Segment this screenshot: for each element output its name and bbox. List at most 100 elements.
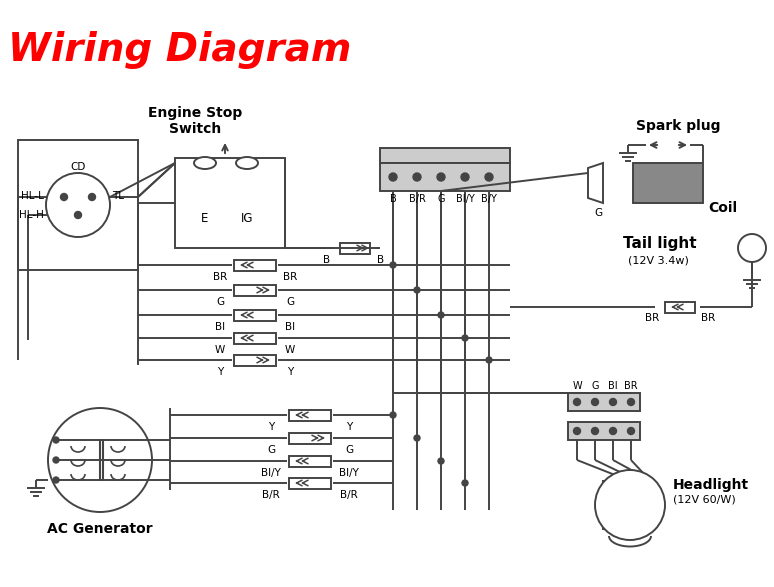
Circle shape xyxy=(60,194,67,201)
Text: B/Y: B/Y xyxy=(481,194,497,204)
Text: G: G xyxy=(591,381,599,391)
Text: BI: BI xyxy=(608,381,618,391)
Circle shape xyxy=(462,335,468,341)
Bar xyxy=(289,456,331,467)
Text: B: B xyxy=(389,194,396,204)
Circle shape xyxy=(461,173,469,181)
Text: BR: BR xyxy=(624,381,638,391)
Text: G: G xyxy=(345,445,353,455)
Text: G: G xyxy=(267,445,275,455)
Circle shape xyxy=(389,173,397,181)
Bar xyxy=(665,302,695,312)
Circle shape xyxy=(438,312,444,318)
Text: BR: BR xyxy=(283,272,297,282)
Text: Coil: Coil xyxy=(708,201,737,215)
Circle shape xyxy=(628,427,635,434)
Circle shape xyxy=(462,480,468,486)
Text: Headlight: Headlight xyxy=(673,478,749,492)
Text: B/R: B/R xyxy=(262,490,280,500)
Text: G: G xyxy=(437,194,445,204)
Ellipse shape xyxy=(236,157,258,169)
Circle shape xyxy=(485,173,493,181)
Text: (12V 3.4w): (12V 3.4w) xyxy=(628,255,689,265)
Text: W: W xyxy=(215,345,225,355)
Circle shape xyxy=(574,427,580,434)
Text: G: G xyxy=(216,297,224,307)
Text: Wiring Diagram: Wiring Diagram xyxy=(8,31,351,69)
Circle shape xyxy=(414,287,420,293)
Bar xyxy=(234,285,276,295)
Text: BI/Y: BI/Y xyxy=(261,468,281,478)
Text: IG: IG xyxy=(241,211,253,224)
Circle shape xyxy=(591,427,598,434)
Text: B: B xyxy=(378,255,385,265)
Text: Y: Y xyxy=(287,367,293,377)
Text: G: G xyxy=(286,297,294,307)
Text: Engine Stop
Switch: Engine Stop Switch xyxy=(148,106,242,136)
Text: BR: BR xyxy=(701,313,715,323)
Text: W: W xyxy=(572,381,582,391)
Ellipse shape xyxy=(194,157,216,169)
Circle shape xyxy=(438,458,444,464)
Bar xyxy=(568,393,640,411)
Text: BR: BR xyxy=(213,272,227,282)
Circle shape xyxy=(48,408,152,512)
Text: AC Generator: AC Generator xyxy=(47,522,152,536)
Bar xyxy=(289,410,331,420)
Text: B: B xyxy=(324,255,330,265)
Circle shape xyxy=(53,437,59,443)
Circle shape xyxy=(414,435,420,441)
Bar xyxy=(234,355,276,366)
Text: Spark plug: Spark plug xyxy=(635,119,721,133)
Text: BI: BI xyxy=(285,322,295,332)
Text: G: G xyxy=(594,208,602,218)
Text: B/R: B/R xyxy=(409,194,426,204)
Text: Y: Y xyxy=(268,422,274,432)
Bar xyxy=(380,163,510,191)
Circle shape xyxy=(574,399,580,406)
Circle shape xyxy=(595,470,665,540)
Circle shape xyxy=(628,399,635,406)
Circle shape xyxy=(53,457,59,463)
Circle shape xyxy=(437,173,445,181)
Text: E: E xyxy=(201,211,209,224)
Bar xyxy=(380,148,510,163)
Text: B/R: B/R xyxy=(340,490,358,500)
Circle shape xyxy=(46,173,110,237)
Circle shape xyxy=(53,477,59,483)
Circle shape xyxy=(390,262,396,268)
Bar xyxy=(340,242,370,254)
Text: HL-L: HL-L xyxy=(21,191,44,201)
Circle shape xyxy=(591,399,598,406)
Text: (12V 60/W): (12V 60/W) xyxy=(673,495,736,505)
Text: Tail light: Tail light xyxy=(623,235,697,251)
Circle shape xyxy=(88,194,95,201)
Circle shape xyxy=(413,173,421,181)
Text: TL: TL xyxy=(112,191,124,201)
Text: W: W xyxy=(285,345,295,355)
Circle shape xyxy=(738,234,766,262)
Text: BI/Y: BI/Y xyxy=(339,468,359,478)
Circle shape xyxy=(74,211,81,218)
Bar xyxy=(234,259,276,271)
Polygon shape xyxy=(588,163,603,203)
Circle shape xyxy=(390,412,396,418)
Text: Y: Y xyxy=(346,422,352,432)
Text: BR: BR xyxy=(645,313,659,323)
Bar xyxy=(175,158,285,248)
Bar xyxy=(18,140,138,270)
Bar xyxy=(289,477,331,488)
Bar xyxy=(234,332,276,343)
Text: HL-H: HL-H xyxy=(19,210,44,220)
Text: BI/Y: BI/Y xyxy=(456,194,474,204)
Circle shape xyxy=(609,399,617,406)
Circle shape xyxy=(486,357,492,363)
Bar xyxy=(568,422,640,440)
Text: Y: Y xyxy=(217,367,223,377)
Bar xyxy=(289,433,331,444)
Bar xyxy=(633,163,703,203)
Text: CD: CD xyxy=(70,162,86,172)
Circle shape xyxy=(609,427,617,434)
Bar xyxy=(234,309,276,321)
Text: BI: BI xyxy=(215,322,225,332)
